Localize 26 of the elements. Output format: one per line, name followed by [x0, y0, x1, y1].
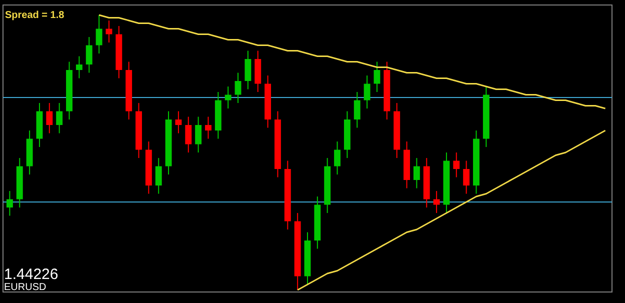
candlestick [6, 190, 13, 216]
candlestick [205, 116, 212, 140]
annotation: Spread = 1.8 [5, 10, 65, 21]
candlestick [374, 61, 380, 92]
candlestick [175, 110, 182, 134]
annotation: 1.44226 [4, 266, 58, 283]
candlestick [56, 102, 63, 134]
candlestick [86, 36, 92, 74]
candlestick [106, 20, 112, 43]
candlestick [185, 116, 192, 153]
candlestick [413, 158, 420, 189]
candlestick [244, 50, 252, 90]
candlestick [234, 72, 242, 104]
candlestick [76, 56, 82, 79]
candlestick [364, 75, 370, 109]
annotation: EURUSD [4, 282, 46, 293]
candlestick [155, 158, 162, 194]
candlestick [354, 92, 360, 128]
candlestick [195, 116, 202, 153]
candlestick [46, 102, 53, 134]
candlestick [463, 160, 470, 194]
candlestick [334, 141, 341, 175]
candlestick [433, 190, 440, 214]
candlestick [453, 152, 460, 178]
candlestick [96, 14, 102, 54]
candlestick [224, 86, 232, 109]
